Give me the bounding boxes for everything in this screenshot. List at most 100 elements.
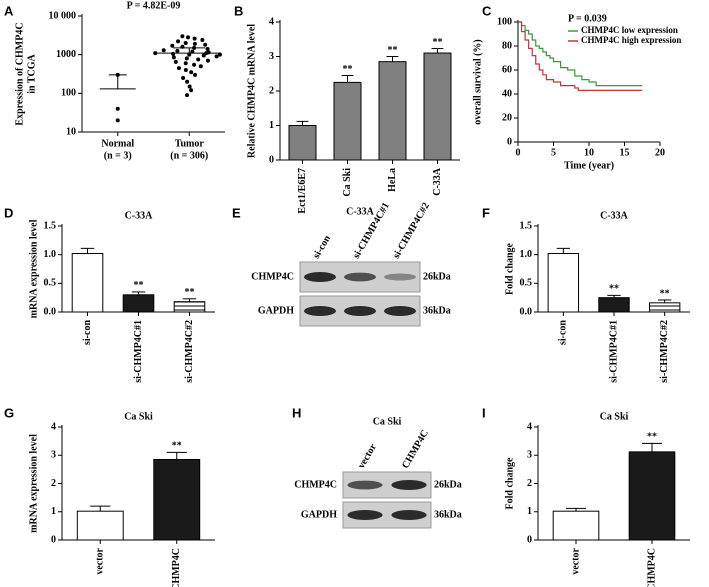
significance: ** bbox=[433, 37, 443, 48]
blot-band bbox=[304, 306, 336, 316]
x-tick-label: HeLa bbox=[387, 168, 398, 192]
y-tick-label: 4 bbox=[51, 421, 56, 432]
blot-band bbox=[344, 306, 376, 316]
data-point bbox=[175, 48, 180, 53]
y-tick-label: 60 bbox=[502, 64, 512, 75]
y-tick-label: 2 bbox=[269, 85, 274, 96]
data-point bbox=[115, 106, 120, 111]
x-tick-label: 0 bbox=[516, 147, 521, 158]
y-tick-label: 100 bbox=[497, 16, 512, 27]
data-point bbox=[184, 56, 189, 61]
bar bbox=[76, 510, 124, 541]
x-tick-label: Normal bbox=[101, 138, 134, 149]
bar bbox=[153, 458, 201, 541]
significance: ** bbox=[660, 288, 670, 299]
y-tick-label: 1.5 bbox=[520, 220, 533, 231]
y-tick-label: 1.5 bbox=[44, 220, 57, 231]
panel-letter: A bbox=[4, 3, 14, 18]
x-tick-label: CHMP4C bbox=[171, 548, 182, 587]
bar bbox=[378, 61, 407, 161]
chart-title: Ca Ski bbox=[124, 411, 153, 422]
x-tick-note: (n = 306) bbox=[170, 150, 208, 161]
x-tick-label: 10 bbox=[584, 147, 594, 158]
data-point bbox=[171, 51, 176, 56]
blot-band bbox=[391, 510, 427, 520]
chart-title: P = 4.82E-09 bbox=[127, 0, 181, 11]
panel-letter: I bbox=[482, 405, 486, 420]
size-label: 26kDa bbox=[423, 271, 451, 282]
x-tick-label: 20 bbox=[655, 147, 665, 158]
y-tick-label: 0 bbox=[269, 154, 274, 165]
significance: ** bbox=[172, 441, 182, 452]
data-point bbox=[189, 70, 194, 75]
y-axis-label: in TCGA bbox=[26, 53, 37, 93]
x-tick-label: si-CHMP4C#2 bbox=[184, 320, 195, 383]
y-tick-label: 0.0 bbox=[520, 306, 533, 317]
data-point bbox=[187, 52, 192, 57]
data-point bbox=[200, 37, 205, 42]
panel-letter: H bbox=[292, 405, 301, 420]
panel-letter: B bbox=[234, 3, 243, 18]
lane-label: si-CHMP4C#2 bbox=[391, 201, 432, 261]
data-point bbox=[196, 57, 201, 62]
data-point bbox=[192, 41, 197, 46]
bar bbox=[598, 297, 630, 313]
data-point bbox=[176, 66, 181, 71]
blot-band bbox=[304, 272, 336, 282]
y-tick-label: 0.5 bbox=[520, 278, 533, 289]
y-tick-label: 20 bbox=[502, 112, 512, 123]
y-tick-label: 1 bbox=[51, 506, 56, 517]
blot-band bbox=[347, 510, 383, 520]
y-axis-label: Expression of CHMP4C bbox=[14, 22, 25, 125]
significance: ** bbox=[185, 287, 195, 298]
protein-label: GAPDH bbox=[301, 509, 337, 520]
data-point bbox=[183, 68, 188, 73]
data-point bbox=[192, 36, 197, 41]
data-point bbox=[185, 79, 190, 84]
data-point bbox=[183, 41, 188, 46]
data-point bbox=[198, 64, 203, 69]
bar bbox=[333, 81, 362, 161]
y-tick-label: 0.5 bbox=[44, 278, 57, 289]
lane-label: si-con bbox=[311, 233, 333, 261]
x-tick-label: C-33A bbox=[432, 167, 443, 196]
y-tick-label: 0 bbox=[507, 136, 512, 147]
x-tick-label: si-con bbox=[82, 320, 93, 345]
data-point bbox=[161, 48, 166, 53]
y-tick-label: 40 bbox=[502, 88, 512, 99]
y-tick-label: 80 bbox=[502, 40, 512, 51]
significance: ** bbox=[134, 280, 144, 291]
lane-label: vector bbox=[356, 442, 379, 471]
lane-label: CHMP4C bbox=[400, 428, 431, 471]
y-axis-label: mRNA expression level bbox=[28, 219, 39, 318]
x-tick-label: vector bbox=[95, 547, 106, 574]
chart-title: C-33A bbox=[125, 210, 154, 221]
panel-letter: C bbox=[482, 3, 492, 18]
bar bbox=[628, 451, 676, 541]
significance: ** bbox=[647, 432, 657, 443]
x-tick-label: si-CHMP4C#1 bbox=[133, 320, 144, 383]
x-tick-label: si-con bbox=[558, 320, 569, 345]
y-axis-label: Fold change bbox=[504, 242, 515, 295]
bar bbox=[547, 253, 580, 313]
size-label: 36kDa bbox=[423, 305, 451, 316]
protein-label: CHMP4C bbox=[251, 271, 294, 282]
data-point bbox=[193, 72, 198, 77]
y-tick-label: 10 bbox=[66, 126, 76, 137]
y-tick-label: 3 bbox=[527, 450, 532, 461]
data-point bbox=[192, 62, 197, 67]
data-point bbox=[187, 84, 192, 89]
chart-title: C-33A bbox=[600, 210, 629, 221]
y-axis-label: Fold change bbox=[504, 457, 515, 510]
blot-band bbox=[391, 480, 427, 490]
x-tick-label: vector bbox=[570, 547, 581, 574]
x-tick-label: si-CHMP4C#1 bbox=[608, 320, 619, 383]
size-label: 36kDa bbox=[434, 509, 462, 520]
y-axis-label: mRNA expression level bbox=[28, 434, 39, 533]
x-tick-label: si-CHMP4C#2 bbox=[659, 320, 670, 383]
p-value: P = 0.039 bbox=[568, 13, 607, 24]
blot-band bbox=[384, 306, 416, 316]
y-tick-label: 100 bbox=[61, 88, 76, 99]
bar bbox=[288, 125, 317, 161]
